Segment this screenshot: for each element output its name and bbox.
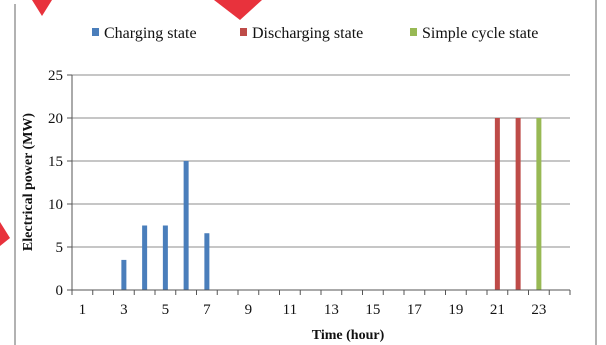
x-tick-label: 11 bbox=[283, 302, 297, 318]
bar bbox=[536, 118, 542, 290]
x-tick-label: 19 bbox=[448, 302, 463, 318]
legend: Charging state Discharging state Simple cy… bbox=[92, 25, 538, 42]
bar bbox=[121, 259, 127, 290]
x-tick-label: 1 bbox=[79, 302, 87, 318]
legend-label: Charging state bbox=[104, 25, 197, 42]
x-axis-title: Time (hour) bbox=[312, 328, 385, 343]
legend-item: Charging state bbox=[92, 25, 197, 42]
y-tick-label: 25 bbox=[48, 68, 63, 84]
frame-accent-left bbox=[32, 0, 52, 16]
legend-swatch bbox=[410, 28, 417, 36]
frame-accent-center bbox=[214, 0, 262, 20]
y-tick-label: 10 bbox=[48, 197, 63, 213]
y-tick-labels: 0 5 10 15 20 25 bbox=[48, 68, 63, 299]
legend-swatch bbox=[240, 28, 247, 36]
grid bbox=[67, 74, 570, 291]
x-tick-label: 21 bbox=[490, 302, 505, 318]
x-tick-label: 7 bbox=[203, 302, 211, 318]
y-tick-label: 20 bbox=[48, 111, 63, 127]
bar bbox=[494, 118, 500, 290]
legend-item: Discharging state bbox=[240, 25, 363, 42]
x-tick-label: 23 bbox=[531, 302, 546, 318]
y-tick-label: 0 bbox=[56, 283, 64, 299]
x-tick-labels: 1 3 5 7 9 11 13 15 17 19 21 23 bbox=[71, 290, 571, 318]
bar bbox=[162, 225, 168, 290]
x-tick-label: 3 bbox=[120, 302, 128, 318]
y-tick-label: 15 bbox=[48, 154, 63, 170]
x-tick-label: 9 bbox=[245, 302, 253, 318]
bar bbox=[142, 225, 148, 290]
y-tick-label: 5 bbox=[56, 240, 64, 256]
frame-accent-side bbox=[0, 222, 10, 246]
bar bbox=[515, 118, 521, 290]
y-axis-title: Electrical power (MW) bbox=[21, 113, 36, 251]
x-tick-label: 17 bbox=[407, 302, 423, 318]
legend-label: Discharging state bbox=[252, 25, 363, 42]
bar bbox=[204, 233, 210, 290]
bar bbox=[183, 161, 189, 290]
x-tick-label: 5 bbox=[162, 302, 170, 318]
bars bbox=[121, 118, 542, 290]
x-tick-label: 15 bbox=[365, 302, 380, 318]
legend-item: Simple cycle state bbox=[410, 25, 538, 42]
legend-label: Simple cycle state bbox=[422, 25, 538, 42]
x-tick-label: 13 bbox=[324, 302, 339, 318]
legend-swatch bbox=[92, 28, 99, 36]
